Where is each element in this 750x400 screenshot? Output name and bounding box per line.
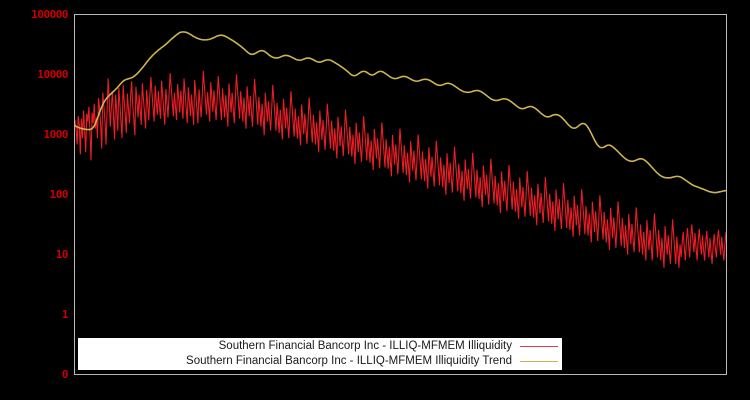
y-tick-label: 0 <box>61 368 69 381</box>
y-tick-label: 10 <box>55 248 69 261</box>
legend-item-trend[interactable]: Southern Financial Bancorp Inc - ILLIQ-M… <box>78 354 562 369</box>
series-illiquidity <box>75 70 726 268</box>
legend-swatch-illiquidity-icon <box>520 346 558 347</box>
series-trend <box>75 31 726 194</box>
y-tick-label: 100 <box>49 188 69 201</box>
y-tick-label: 1000 <box>43 128 69 141</box>
legend-item-illiquidity[interactable]: Southern Financial Bancorp Inc - ILLIQ-M… <box>78 339 562 354</box>
legend-label-trend: Southern Financial Bancorp Inc - ILLIQ-M… <box>186 355 512 367</box>
y-tick-label: 10000 <box>37 68 68 81</box>
chart-canvas <box>75 31 726 268</box>
legend-label-illiquidity: Southern Financial Bancorp Inc - ILLIQ-M… <box>218 340 512 352</box>
y-tick-label: 100000 <box>31 8 68 21</box>
plot-area <box>74 14 727 375</box>
chart-legend: Southern Financial Bancorp Inc - ILLIQ-M… <box>78 338 562 370</box>
legend-swatch-trend-icon <box>520 361 558 362</box>
y-tick-label: 1 <box>61 308 69 321</box>
